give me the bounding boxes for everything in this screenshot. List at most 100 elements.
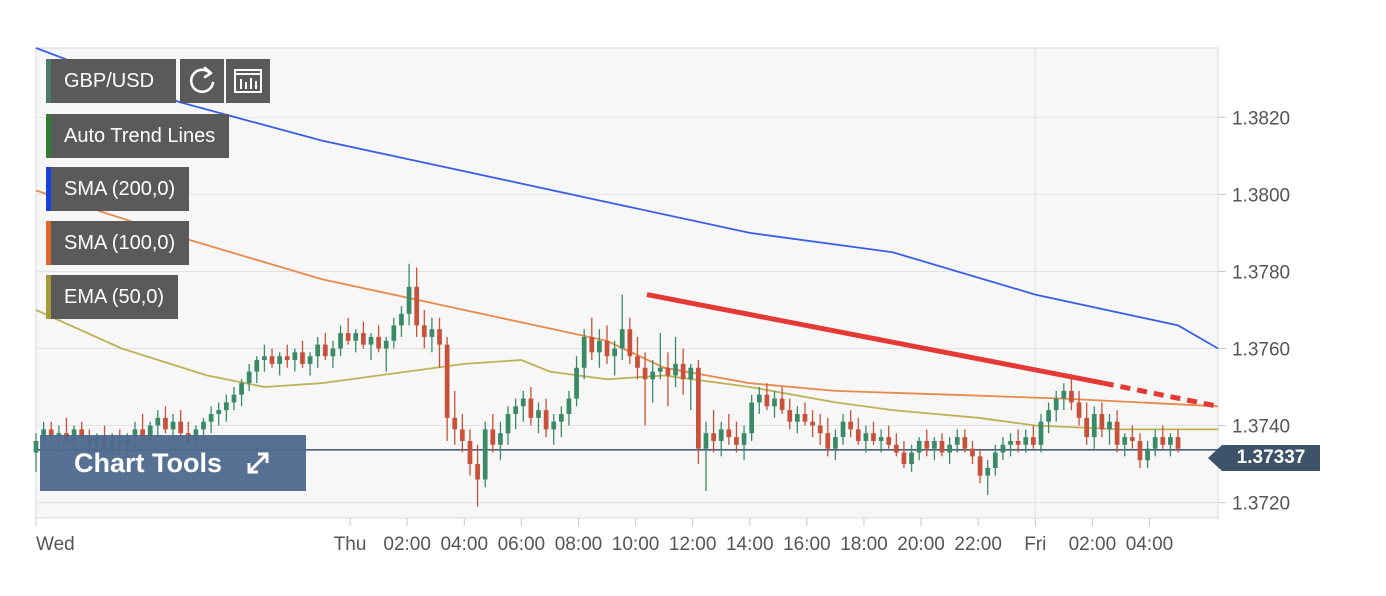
- legend-label: Auto Trend Lines: [64, 125, 216, 147]
- candle-body: [741, 433, 747, 445]
- candle-body: [338, 333, 343, 349]
- candle-body: [520, 398, 526, 407]
- candle-body: [581, 336, 587, 368]
- candle-body: [1091, 413, 1097, 438]
- y-tick-label: 1.3760: [1232, 339, 1290, 360]
- candle-body: [612, 348, 617, 357]
- candle-body: [475, 464, 480, 480]
- candle-body: [848, 421, 854, 430]
- candle-body: [1137, 440, 1143, 461]
- candle-body: [886, 437, 892, 445]
- y-tick-label: 1.3800: [1232, 185, 1290, 206]
- candle-body: [246, 371, 252, 384]
- candle-body: [574, 367, 579, 399]
- candle-body: [201, 421, 206, 430]
- candle-body: [680, 363, 686, 380]
- refresh-button[interactable]: [180, 59, 224, 103]
- candle-body: [726, 429, 732, 438]
- candle-body: [901, 452, 907, 465]
- auto-trend-line: [646, 292, 1219, 409]
- symbol-text: GBP/USD: [64, 70, 155, 92]
- legend-ema-50[interactable]: EMA (50,0): [46, 275, 179, 319]
- candle-body: [558, 413, 564, 422]
- y-tick-label: 1.3740: [1232, 417, 1290, 438]
- candle-body: [414, 286, 420, 326]
- y-tick-label: 1.3720: [1232, 494, 1290, 515]
- candle-body: [985, 467, 991, 476]
- candle-body: [1008, 440, 1013, 445]
- candle-body: [855, 429, 861, 441]
- candle-body: [863, 433, 869, 441]
- candle-body: [1129, 437, 1135, 441]
- chart-tools-label: Chart Tools: [74, 448, 222, 478]
- candle-body: [871, 433, 876, 441]
- candle-body: [589, 336, 595, 353]
- candle-body: [513, 406, 519, 414]
- candle-body: [322, 344, 328, 357]
- candle-body: [947, 444, 952, 453]
- candle-body: [528, 398, 534, 418]
- x-tick-label: 02:00: [1069, 534, 1117, 555]
- candle-body: [391, 325, 397, 341]
- trend-line-projection: [1103, 380, 1219, 409]
- candle-body: [1076, 402, 1082, 418]
- candle-body: [482, 429, 488, 480]
- candle-body: [1053, 398, 1059, 411]
- candle-body: [696, 367, 701, 449]
- candle-body: [292, 352, 298, 361]
- symbol-swatch: [46, 59, 51, 103]
- candle-body: [1145, 448, 1150, 461]
- x-tick-label: 16:00: [783, 534, 831, 555]
- expand-icon: [247, 452, 269, 474]
- candle-body: [147, 425, 153, 438]
- candle-body: [345, 333, 351, 341]
- series-line-0: [35, 47, 1219, 350]
- chart-tools-button[interactable]: Chart Tools: [40, 435, 306, 491]
- legend-swatch: [46, 275, 51, 319]
- candle-body: [406, 286, 412, 314]
- candle-body: [1015, 440, 1021, 445]
- candle-body: [794, 413, 800, 422]
- chart-type-button[interactable]: [226, 59, 270, 103]
- candle-body: [657, 367, 663, 372]
- x-tick-label: 12:00: [669, 534, 717, 555]
- candle-body: [962, 437, 968, 449]
- x-tick-label: 04:00: [440, 534, 488, 555]
- candle-body: [1023, 437, 1029, 445]
- candle-body: [490, 429, 496, 445]
- candle-body: [132, 429, 138, 438]
- legend-label: EMA (50,0): [64, 286, 165, 308]
- bar-chart-icon: [234, 69, 262, 93]
- candle-body: [772, 398, 777, 407]
- candle-body: [48, 429, 54, 438]
- candle-body: [932, 440, 937, 449]
- candle-body: [1160, 437, 1166, 445]
- candle-body: [810, 421, 815, 426]
- candle-body: [711, 433, 716, 441]
- candle-body: [1114, 421, 1120, 445]
- candle-body: [33, 440, 39, 453]
- x-tick-label: 06:00: [498, 534, 546, 555]
- candle-body: [429, 329, 435, 337]
- legend-auto-trend-lines[interactable]: Auto Trend Lines: [46, 114, 230, 158]
- candle-body: [1069, 390, 1074, 403]
- x-tick-label: 18:00: [840, 534, 888, 555]
- candle-body: [231, 394, 237, 403]
- candle-body: [1168, 437, 1173, 445]
- candle-body: [284, 356, 290, 361]
- candle-body: [764, 394, 770, 407]
- candle-body: [353, 333, 359, 341]
- candle-body: [749, 402, 755, 434]
- candle-body: [597, 340, 602, 353]
- candle-body: [536, 410, 541, 418]
- x-tick-label: 14:00: [726, 534, 774, 555]
- x-tick-label: Fri: [1024, 534, 1046, 555]
- symbol-label[interactable]: GBP/USD: [46, 59, 176, 103]
- candle-body: [223, 402, 229, 411]
- candle-body: [665, 367, 671, 376]
- candle-body: [650, 371, 656, 380]
- legend-sma-200[interactable]: SMA (200,0): [46, 167, 190, 211]
- candle-body: [543, 410, 549, 430]
- legend-sma-100[interactable]: SMA (100,0): [46, 221, 190, 265]
- x-axis: Wed Thu 02:00 04:00 06:00 08:00 10:00 12:00 14:0…: [35, 518, 1173, 555]
